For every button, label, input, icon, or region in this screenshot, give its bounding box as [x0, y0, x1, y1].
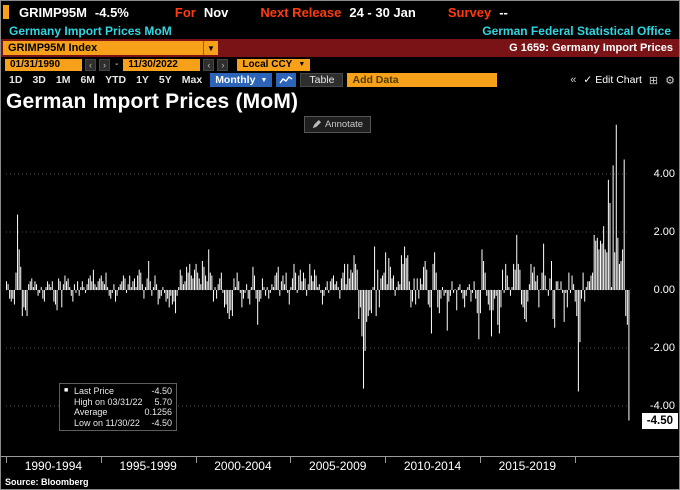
chevron-down-icon: ▼ [298, 60, 306, 68]
range-button-6m[interactable]: 6M [76, 73, 99, 87]
y-axis-label: 4.00 [653, 168, 675, 180]
collapse-icon[interactable]: « [570, 74, 577, 86]
add-data-input[interactable] [347, 73, 498, 87]
ticker-symbol: GRIMP95M [19, 4, 87, 20]
currency-value: Local CCY [242, 58, 293, 70]
security-bar: ▼ G 1659: Germany Import Prices [1, 39, 679, 57]
date-to-prev-button[interactable]: ‹ [203, 58, 215, 71]
source-credit: Source: Bloomberg [1, 474, 679, 489]
pencil-icon [312, 120, 321, 129]
annotate-label: Annotate [325, 119, 364, 130]
legend-row: ■ Last Price -4.50 [64, 386, 172, 397]
legend-row: Average 0.1256 [64, 407, 172, 418]
range-button-1m[interactable]: 1M [52, 73, 75, 87]
edit-chart-button[interactable]: ✓ Edit Chart [583, 74, 642, 86]
chevron-down-icon: ▼ [260, 76, 268, 84]
x-axis-tick [100, 457, 102, 463]
x-axis-tick [290, 457, 292, 463]
x-axis-tick [195, 457, 197, 463]
y-axis-label: 0.00 [653, 284, 675, 296]
annotate-button[interactable]: Annotate [304, 116, 372, 133]
gear-icon[interactable]: ⚙ [665, 74, 675, 87]
last-price-badge: -4.50 [641, 412, 678, 429]
legend-value: -4.50 [151, 417, 172, 428]
chart-legend: ■ Last Price -4.50 High on 03/31/22 5.70 Aver… [59, 383, 177, 431]
x-axis-tick [385, 457, 387, 463]
period-dropdown[interactable]: Monthly ▼ [210, 73, 273, 87]
chart-plot-area[interactable]: German Import Prices (MoM) Annotate 4.00… [1, 88, 679, 456]
data-source-org: German Federal Statistical Office [482, 24, 671, 38]
table-button[interactable]: Table [300, 73, 344, 87]
chart-title: German Import Prices (MoM) [6, 90, 299, 113]
security-description: Germany Import Prices MoM [9, 24, 172, 38]
x-axis-label: 1995-1999 [119, 459, 177, 473]
chevron-left-icon: ‹ [89, 59, 92, 70]
security-input[interactable] [3, 41, 203, 55]
x-axis-label: 2010-2014 [403, 459, 462, 473]
legend-value: -4.50 [151, 386, 172, 396]
legend-row: Low on 11/30/22 -4.50 [64, 418, 172, 429]
range-button-ytd[interactable]: YTD [101, 73, 130, 87]
range-button-1y[interactable]: 1Y [132, 73, 153, 87]
chevron-right-icon: › [221, 59, 225, 70]
date-to-next-button[interactable]: › [217, 58, 229, 71]
y-axis-label: -4.00 [649, 400, 675, 412]
date-to-input[interactable] [123, 58, 201, 71]
x-axis-label: 2000-2004 [214, 459, 272, 473]
date-range-bar: ‹ › - ‹ › Local CCY ▼ [1, 57, 679, 72]
chevron-left-icon: ‹ [207, 59, 211, 70]
legend-value: 0.1256 [144, 407, 172, 417]
date-from-prev-button[interactable]: ‹ [85, 58, 96, 71]
description-bar: Germany Import Prices MoM German Federal… [1, 23, 679, 39]
x-axis-tick [6, 457, 7, 463]
legend-row: High on 03/31/22 5.70 [64, 397, 172, 408]
price-bars-chart[interactable] [1, 88, 679, 456]
x-axis: 1990-1994 1995-1999 2000-2004 2005-2009 2010… [1, 456, 679, 474]
ticker-change: -4.5% [94, 4, 129, 20]
range-button-group: 1D 3D 1M 6M YTD 1Y 5Y Max [5, 73, 206, 87]
chart-id-label: G 1659: Germany Import Prices [509, 42, 673, 54]
for-value: Nov [203, 4, 229, 20]
x-axis-label: 1990-1994 [24, 459, 83, 473]
x-axis-label: 2005-2009 [309, 459, 367, 473]
legend-marker-icon: ■ [64, 387, 69, 394]
date-range-separator: - [115, 59, 119, 70]
currency-dropdown[interactable]: Local CCY ▼ [237, 58, 311, 71]
x-axis-tick [574, 457, 576, 463]
range-button-3d[interactable]: 3D [28, 73, 49, 87]
chevron-right-icon: › [103, 59, 106, 70]
ticker-bar: GRIMP95M -4.5% For Nov Next Release 24 -… [1, 1, 679, 23]
next-release-label: Next Release [260, 4, 342, 20]
check-icon: ✓ [583, 74, 593, 86]
legend-label: Last Price [74, 386, 115, 396]
legend-value: 5.70 [154, 396, 172, 407]
for-label: For [174, 4, 196, 20]
period-value: Monthly [215, 74, 256, 86]
edit-chart-label: Edit Chart [595, 74, 642, 86]
next-release-value: 24 - 30 Jan [349, 4, 416, 20]
line-chart-icon [279, 76, 293, 84]
range-button-max[interactable]: Max [178, 73, 206, 87]
legend-label: High on 03/31/22 [74, 396, 143, 407]
panel-marker [3, 5, 9, 19]
range-button-1d[interactable]: 1D [5, 73, 26, 87]
date-from-input[interactable] [5, 58, 82, 71]
survey-value: -- [499, 4, 508, 20]
survey-label: Survey [447, 4, 492, 20]
date-from-next-button[interactable]: › [99, 58, 110, 71]
security-dropdown-button[interactable]: ▼ [203, 41, 218, 55]
legend-label: Low on 11/30/22 [74, 417, 140, 428]
x-axis-tick [479, 457, 481, 463]
legend-label: Average [74, 407, 108, 417]
chevron-down-icon: ▼ [207, 43, 215, 53]
x-axis-label: 2015-2019 [498, 459, 556, 473]
grid-icon[interactable]: ⊞ [648, 74, 659, 87]
chart-type-button[interactable] [276, 73, 297, 87]
range-button-5y[interactable]: 5Y [155, 73, 176, 87]
toolbar-right-group: « ✓ Edit Chart ⊞ ⚙ [570, 74, 675, 87]
y-axis-label: -2.00 [649, 342, 675, 354]
y-axis-label: 2.00 [653, 226, 675, 238]
